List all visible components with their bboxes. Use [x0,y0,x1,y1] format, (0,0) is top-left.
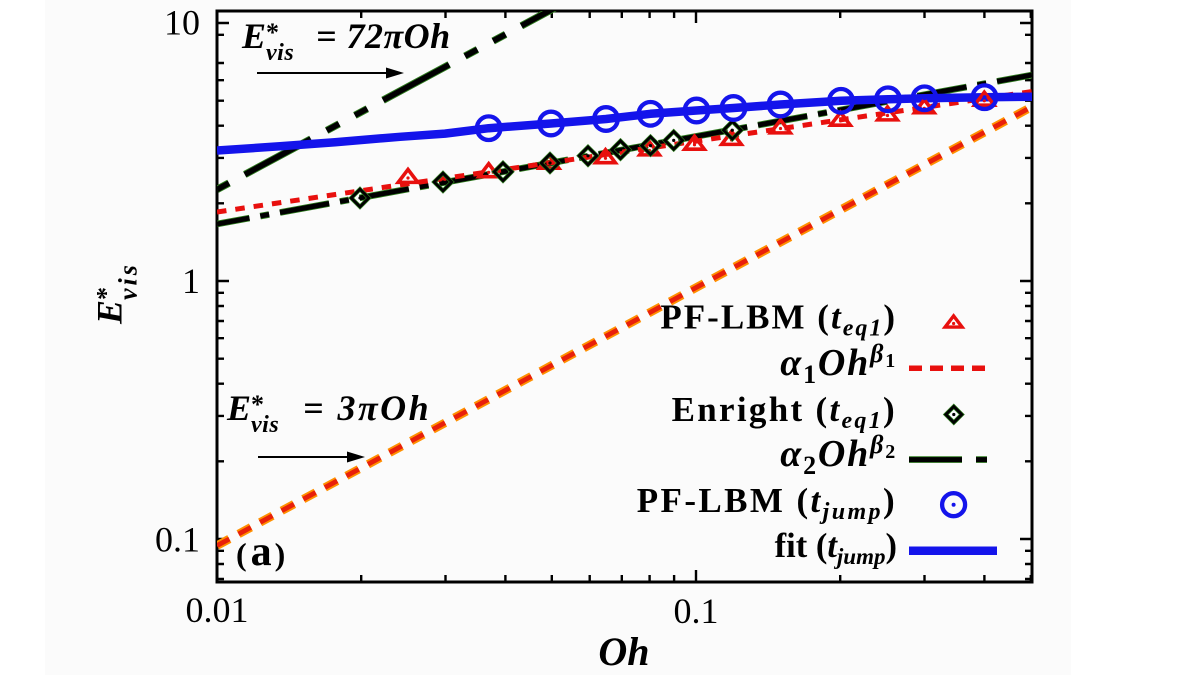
svg-text:α2Ohβ2: α2Ohβ2 [780,430,897,480]
svg-text:1: 1 [182,261,200,301]
svg-text:0.01: 0.01 [186,590,249,630]
svg-text:= 3πOh: = 3πOh [303,388,431,428]
svg-text:0.1: 0.1 [674,591,719,631]
svg-text:(a): (a) [236,529,285,575]
svg-text:α1Ohβ1: α1Ohβ1 [780,339,897,389]
svg-text:Enright (teq1): Enright (teq1) [672,390,897,434]
svg-text:0.1: 0.1 [155,520,200,560]
svg-text:10: 10 [164,3,200,43]
svg-text:= 72πOh: = 72πOh [316,16,451,56]
svg-text:Oh: Oh [598,629,649,674]
